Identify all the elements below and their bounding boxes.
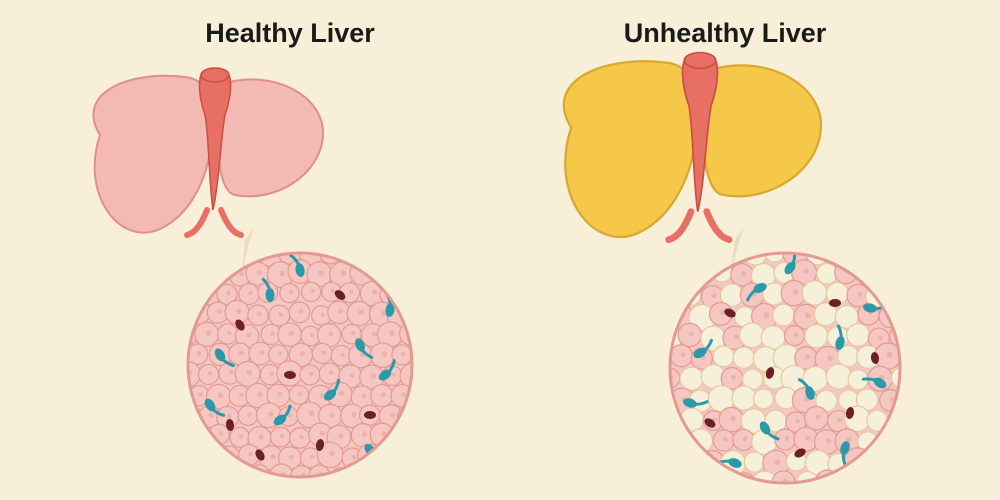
liver-comparison-infographic: Healthy Liver Unhealthy Liver [0, 0, 1000, 500]
healthy-liver-title: Healthy Liver [140, 18, 440, 49]
unhealthy-liver-title: Unhealthy Liver [575, 18, 875, 49]
diagram-svg [0, 0, 1000, 500]
